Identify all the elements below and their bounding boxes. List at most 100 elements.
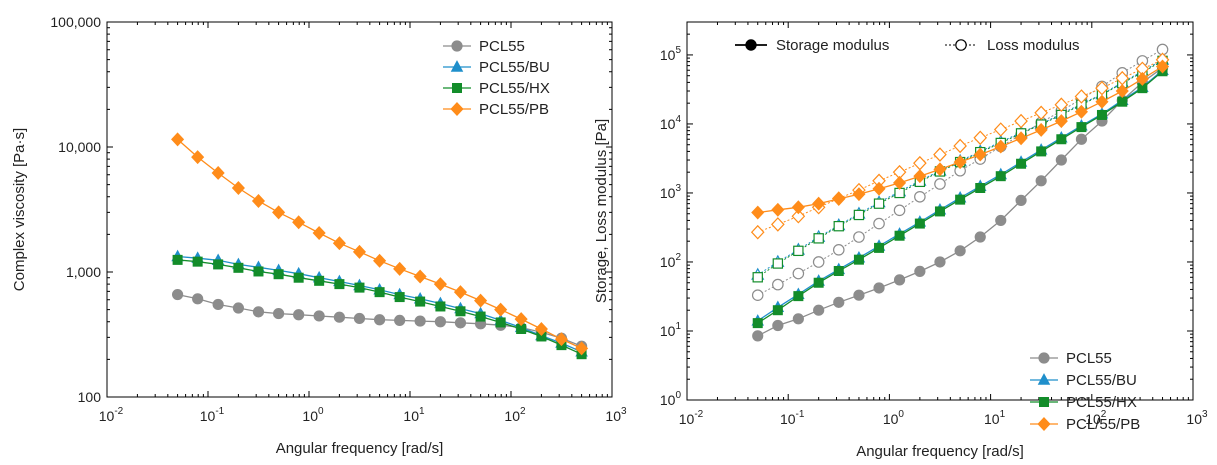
data-point	[853, 289, 865, 301]
data-point	[1115, 84, 1129, 98]
data-point	[913, 155, 927, 171]
x-tick-label: 103	[1186, 409, 1208, 427]
data-point	[251, 193, 266, 208]
data-point	[872, 181, 886, 196]
data-point	[354, 282, 365, 293]
data-point	[813, 233, 824, 244]
y-tick-label: 102	[660, 252, 682, 270]
data-point	[534, 322, 548, 336]
data-point	[954, 245, 966, 257]
data-point	[750, 224, 765, 240]
data-point	[171, 288, 184, 301]
data-point	[973, 147, 987, 162]
data-point	[514, 312, 528, 327]
x-tick-label: 103	[605, 406, 627, 424]
data-point	[435, 301, 446, 312]
data-point	[812, 256, 825, 268]
x-tick-label: 10-1	[780, 409, 805, 427]
y-tick-label: 100,000	[50, 14, 101, 30]
x-tick-label: 101	[403, 406, 425, 424]
legend-marker	[450, 60, 464, 72]
y-tick-label: 1,000	[66, 264, 101, 280]
data-point	[914, 265, 926, 278]
data-point	[873, 217, 885, 230]
data-point	[233, 262, 244, 273]
storage-legend-marker	[745, 39, 757, 51]
data-point	[995, 214, 1007, 227]
data-point	[1095, 94, 1109, 109]
data-point	[934, 178, 946, 190]
data-point	[953, 155, 967, 170]
data-point	[993, 122, 1008, 137]
data-point	[191, 150, 205, 165]
y-tick-label: 100	[78, 389, 102, 405]
data-point	[414, 315, 426, 327]
data-point	[792, 267, 805, 280]
legend: PCL55 PCL55/BU PCL55/HX PCL55/PB	[443, 38, 550, 118]
data-point	[413, 269, 427, 284]
legend-marker	[1037, 373, 1051, 385]
data-point	[374, 287, 385, 298]
loss-legend-marker	[955, 39, 967, 51]
data-point	[213, 259, 224, 270]
x-tick-label: 102	[1085, 409, 1107, 427]
data-point	[1014, 131, 1028, 146]
data-point	[772, 319, 784, 332]
data-point	[352, 244, 367, 259]
data-point	[252, 306, 265, 318]
loss-legend-label: Loss modulus	[987, 37, 1080, 54]
data-point	[751, 205, 765, 220]
series-pcl-55-pb-loss	[750, 52, 1170, 240]
data-point	[832, 191, 846, 206]
data-point	[1074, 104, 1088, 119]
legend-marker	[451, 83, 462, 94]
data-point	[272, 205, 286, 220]
data-point	[873, 198, 885, 209]
data-point	[454, 317, 467, 329]
plot-frame	[106, 21, 613, 398]
data-point	[771, 202, 785, 217]
data-point	[494, 302, 508, 317]
y-tick-label: 101	[660, 321, 682, 339]
data-point	[833, 296, 845, 308]
data-point	[334, 279, 345, 290]
data-point	[211, 165, 225, 180]
data-point	[833, 265, 844, 276]
data-point	[1034, 122, 1048, 137]
data-point	[1035, 175, 1047, 187]
data-point	[312, 226, 326, 241]
data-point	[914, 218, 925, 229]
legend-marker	[451, 40, 463, 52]
data-point	[751, 289, 764, 302]
data-point	[1074, 89, 1089, 104]
x-tick-label: 102	[504, 406, 526, 424]
data-point	[272, 307, 285, 320]
x-tick-label: 10-2	[679, 409, 704, 427]
legend: PCL55 PCL55/BU PCL55/HX PCL/55/PB	[1030, 350, 1140, 433]
data-point	[994, 139, 1008, 154]
data-point	[434, 316, 447, 328]
data-point	[974, 231, 986, 243]
series-pcl55-loss	[751, 43, 1169, 302]
data-point	[934, 256, 946, 268]
data-point	[752, 272, 763, 283]
legend-marker	[1038, 352, 1050, 364]
data-point	[874, 242, 885, 253]
data-point	[394, 314, 406, 327]
data-point	[771, 217, 785, 232]
legend-label: PCL55/BU	[1066, 372, 1137, 389]
data-point	[772, 278, 784, 291]
data-point	[373, 253, 387, 268]
data-point	[231, 181, 245, 195]
data-point	[933, 147, 947, 162]
data-point	[973, 130, 988, 146]
data-point	[1117, 96, 1128, 107]
viscosity-chart: 10-2 10-1 100 101 102 103 100 1,000 10,000 100,00…	[11, 14, 627, 457]
data-point	[833, 220, 844, 232]
data-point	[813, 277, 824, 288]
data-point	[812, 196, 826, 211]
data-point	[455, 306, 466, 317]
data-point	[791, 208, 806, 224]
data-point	[853, 209, 865, 221]
